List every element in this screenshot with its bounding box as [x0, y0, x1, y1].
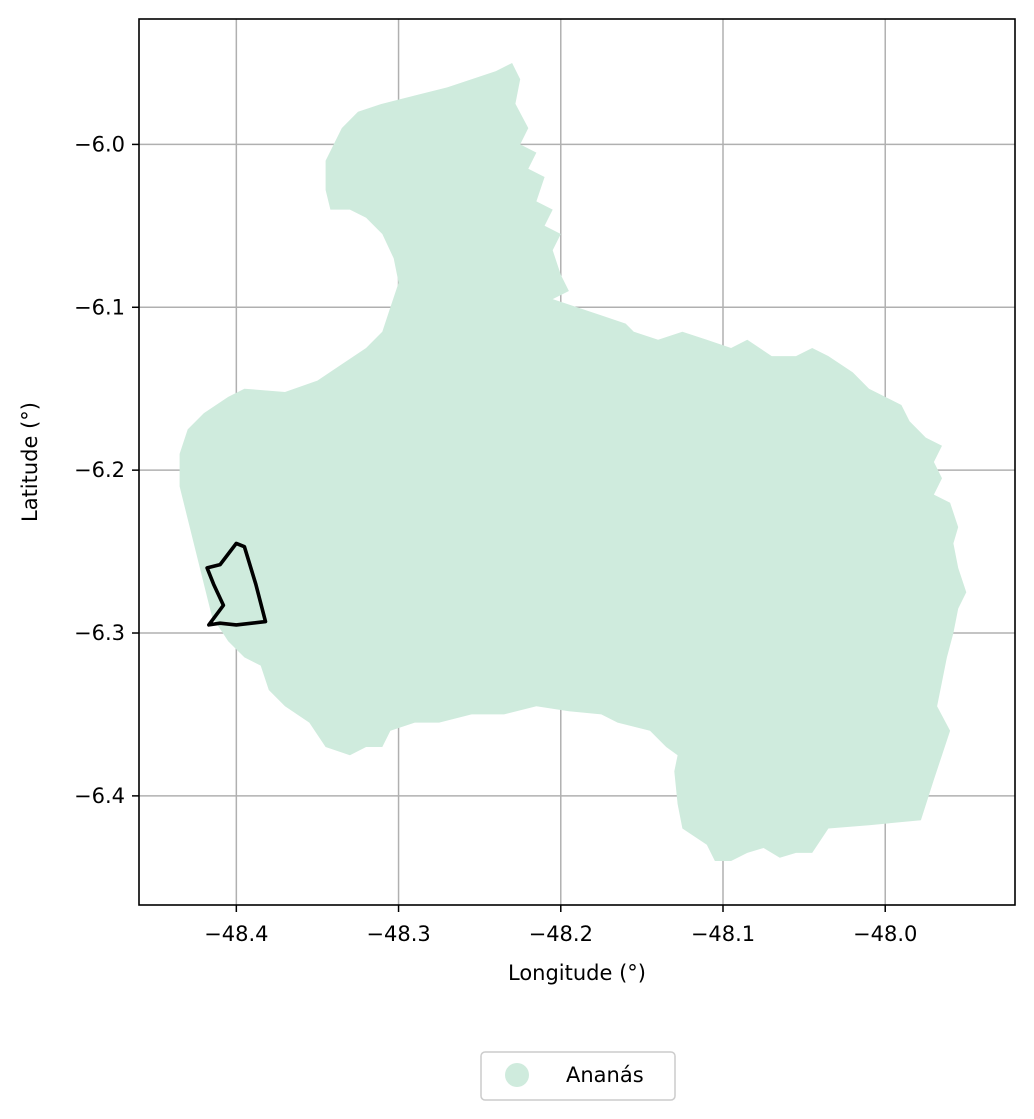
outline-layer: [205, 541, 268, 627]
x-tick-label-2: −48.2: [529, 922, 593, 946]
legend-marker-icon: [505, 1063, 529, 1087]
x-tick-label-1: −48.3: [366, 922, 430, 946]
x-tick-label-4: −48.0: [853, 922, 917, 946]
x-axis-ticks: −48.4 −48.3 −48.2 −48.1 −48.0: [204, 905, 917, 946]
y-axis-label: Latitude (°): [18, 402, 42, 522]
x-axis-label: Longitude (°): [508, 961, 646, 985]
y-tick-label-1: −6.1: [74, 295, 125, 319]
y-tick-label-0: −6.0: [74, 132, 125, 156]
area-outline-polygon: [205, 541, 268, 627]
y-axis-ticks: −6.0 −6.1 −6.2 −6.3 −6.4: [74, 132, 139, 808]
y-tick-label-4: −6.4: [74, 784, 125, 808]
legend-box: [480, 1051, 676, 1101]
plot-frame: [138, 18, 1016, 906]
y-tick-label-3: −6.3: [74, 621, 125, 645]
region-layer: [179, 63, 967, 861]
region-ananas-polygon: [179, 63, 967, 861]
legend: Ananás: [480, 1051, 676, 1101]
x-tick-label-0: −48.4: [204, 922, 268, 946]
legend-label: Ananás: [566, 1063, 644, 1087]
x-tick-label-3: −48.1: [691, 922, 755, 946]
y-tick-label-2: −6.2: [74, 458, 125, 482]
